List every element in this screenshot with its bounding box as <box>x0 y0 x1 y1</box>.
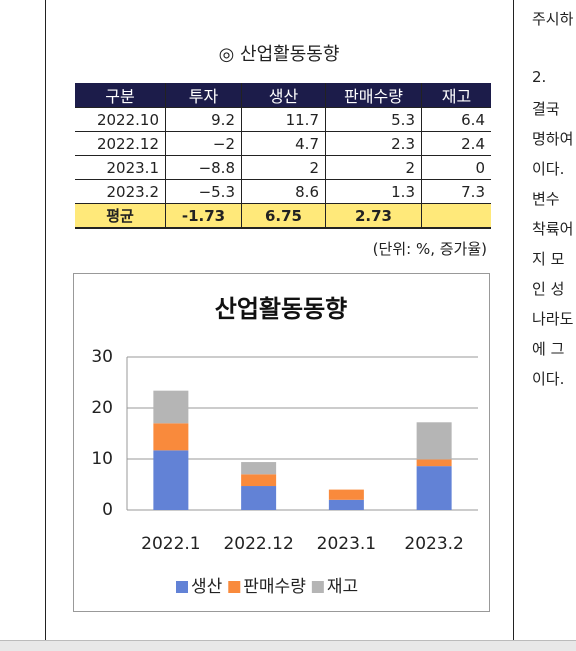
y-tick-label: 20 <box>91 398 113 418</box>
status-bar <box>0 640 576 651</box>
side-text: 인 성 <box>532 280 565 298</box>
average-cell: -1.73 <box>165 203 242 229</box>
header-row: 구분 투자 생산 판매수량 재고 <box>75 83 491 108</box>
side-text: 주시하 <box>532 10 574 28</box>
y-tick-label: 30 <box>91 347 113 367</box>
table-cell: −5.3 <box>165 179 242 204</box>
table-cell: 5.3 <box>325 107 422 132</box>
bar-segment <box>241 474 277 487</box>
header-cell: 재고 <box>421 83 491 108</box>
table-cell: 2022.12 <box>75 131 166 156</box>
y-tick-label: 0 <box>102 500 113 520</box>
table-cell: 4.7 <box>241 131 326 156</box>
table-row: 2023.2 −5.3 8.6 1.3 7.3 <box>75 179 491 204</box>
legend-swatch <box>176 581 188 593</box>
table-cell: 1.3 <box>325 179 422 204</box>
side-text: 이다. <box>532 160 565 178</box>
margin-line <box>513 0 514 640</box>
header-cell: 구분 <box>75 83 166 108</box>
average-cell: 6.75 <box>241 203 326 229</box>
table-cell: 11.7 <box>241 107 326 132</box>
side-text: 명하여 <box>532 130 574 148</box>
table-cell: 6.4 <box>421 107 491 132</box>
x-tick-label: 2022.1 <box>141 534 200 554</box>
side-text: 2. <box>532 68 547 86</box>
side-text: 에 그 <box>532 340 565 358</box>
chart: 산업활동동향 0 10 20 30 2022.1 2022.12 2023.1 2023.2 생… <box>73 273 490 612</box>
bar-segment <box>416 459 452 467</box>
legend-swatch <box>228 581 241 593</box>
header-cell: 판매수량 <box>325 83 422 108</box>
x-tick-label: 2023.2 <box>404 534 463 554</box>
side-text: 변수 <box>532 190 560 208</box>
side-text: 지 모 <box>532 250 565 268</box>
bar-segment <box>241 462 277 475</box>
header-cell: 투자 <box>165 83 242 108</box>
x-tick-label: 2022.12 <box>223 534 293 554</box>
table-cell: 2022.10 <box>75 107 166 132</box>
unit-note: (단위: %, 증가율) <box>372 240 487 258</box>
side-text: 착륙어 <box>532 220 574 238</box>
heading: ◎ 산업활동동향 <box>218 44 340 65</box>
average-cell: 2.73 <box>325 203 422 229</box>
side-text: 이다. <box>532 370 565 388</box>
bar-segment <box>328 489 364 500</box>
legend-label: 생산 <box>191 577 223 597</box>
margin-line <box>45 0 46 640</box>
table-cell: 8.6 <box>241 179 326 204</box>
legend-swatch <box>311 581 324 593</box>
chart-title: 산업활동동향 <box>215 295 347 323</box>
data-table: 구분 투자 생산 판매수량 재고 2022.10 9.2 11.7 5.3 6.4 2022.12−… <box>75 83 491 229</box>
side-text: 나라도 <box>532 310 574 328</box>
average-row: 평균 -1.73 6.75 2.73 <box>75 203 491 229</box>
table-cell: 2.4 <box>421 131 491 156</box>
bar-segment <box>153 423 189 451</box>
table-cell: 0 <box>421 155 491 180</box>
table-cell: −2 <box>165 131 242 156</box>
table-cell: 2 <box>325 155 422 180</box>
table-cell: 2023.1 <box>75 155 166 180</box>
legend-label: 재고 <box>327 577 358 597</box>
bar-segment <box>241 486 277 510</box>
average-cell: 평균 <box>75 203 166 229</box>
bar-segment <box>153 450 189 510</box>
bar-segment <box>153 390 189 424</box>
average-cell <box>421 203 491 229</box>
legend-label: 판매수량 <box>243 577 306 597</box>
table-cell: 2.3 <box>325 131 422 156</box>
side-text: 결국 <box>532 100 560 118</box>
table-cell: 2023.2 <box>75 179 166 204</box>
header-cell: 생산 <box>241 83 326 108</box>
y-tick-label: 10 <box>91 449 113 469</box>
table-row: 2022.12 −2 4.7 2.3 2.4 <box>75 131 491 156</box>
table-cell: −8.8 <box>165 155 242 180</box>
table-cell: 2 <box>241 155 326 180</box>
table-cell: 9.2 <box>165 107 242 132</box>
x-tick-label: 2023.1 <box>317 534 376 554</box>
table-row: 2023.1 −8.8 2 2 0 <box>75 155 491 180</box>
table-cell: 7.3 <box>421 179 491 204</box>
bar-segment <box>328 499 364 510</box>
bar-segment <box>416 466 452 510</box>
bar-segment <box>416 422 452 460</box>
table-row: 2022.10 9.2 11.7 5.3 6.4 <box>75 107 491 132</box>
